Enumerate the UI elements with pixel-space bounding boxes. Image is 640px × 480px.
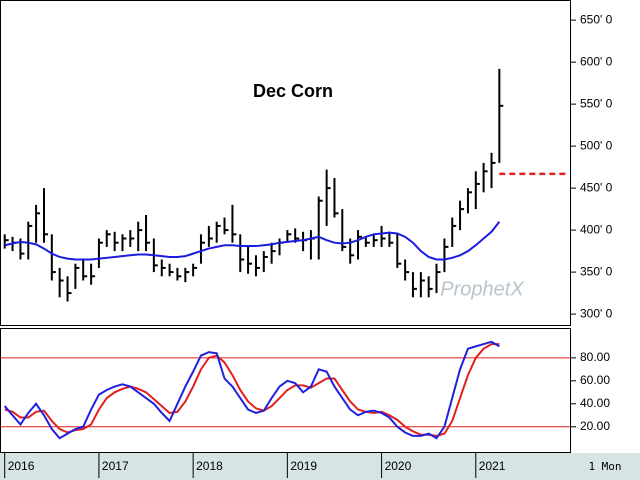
y-tick-label: 20.00 <box>580 419 610 433</box>
y-tick-label: 350' 0 <box>580 264 613 278</box>
x-tick-label: 2020 <box>385 459 412 473</box>
y-tick-label: 500' 0 <box>580 138 613 152</box>
y-tick-label: 80.00 <box>580 350 610 364</box>
x-tick-label: 2019 <box>290 459 317 473</box>
period-label: 1 Mon <box>588 460 621 473</box>
y-tick-label: 650' 0 <box>580 12 613 26</box>
x-tick-label: 2017 <box>102 459 129 473</box>
price-panel <box>0 0 571 326</box>
y-tick-label: 550' 0 <box>580 96 613 110</box>
y-tick-label: 40.00 <box>580 396 610 410</box>
time-axis <box>0 453 640 480</box>
stochastic-line <box>3 340 500 440</box>
x-tick-label: 2018 <box>196 459 223 473</box>
watermark: ProphetX <box>440 278 524 300</box>
chart-title: Dec Corn <box>253 81 333 101</box>
moving-average <box>4 221 501 261</box>
y-tick-label: 600' 0 <box>580 54 613 68</box>
stochastic-line <box>4 343 500 437</box>
x-tick-label: 2021 <box>479 459 506 473</box>
y-tick-label: 300' 0 <box>580 306 613 320</box>
y-tick-label: 400' 0 <box>580 222 613 236</box>
y-tick-label: 60.00 <box>580 373 610 387</box>
x-tick-label: 2016 <box>8 459 35 473</box>
y-tick-label: 450' 0 <box>580 180 613 194</box>
